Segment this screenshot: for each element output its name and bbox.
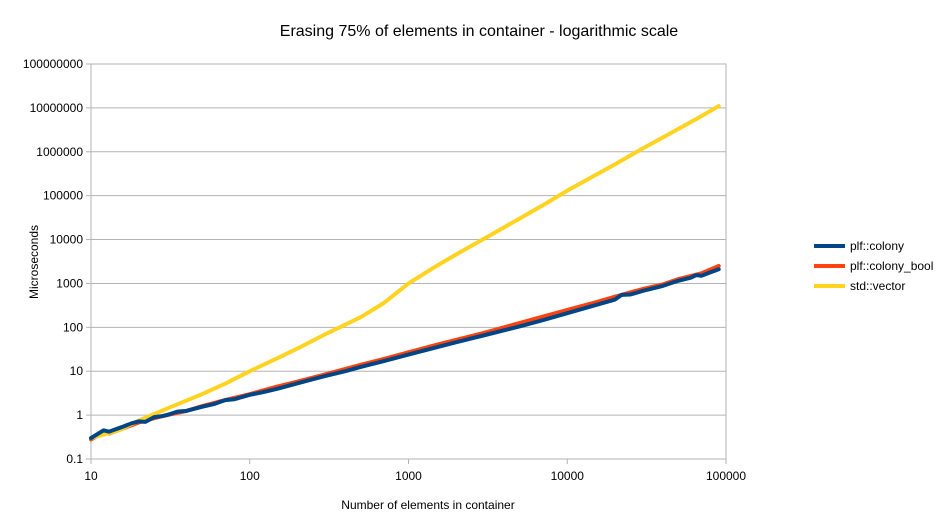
y-tick-label: 100 — [63, 320, 83, 334]
legend-label-plf-colony: plf::colony — [850, 239, 904, 253]
x-tick-label: 10 — [84, 469, 98, 483]
x-tick-label: 100 — [240, 469, 260, 483]
x-tick-label: 10000 — [551, 469, 585, 483]
y-tick-label: 10000 — [50, 233, 84, 247]
legend-label-plf-colony-bool: plf::colony_bool — [850, 259, 933, 273]
y-tick-label: 1 — [76, 408, 83, 422]
y-tick-label: 10 — [70, 364, 84, 378]
series-line-plf-colony-bool — [89, 263, 721, 442]
x-tick-layer: 10 100 1000 10000 100000 — [84, 459, 746, 483]
y-axis-title: Microseconds — [27, 225, 41, 299]
y-tick-label: 100000 — [43, 189, 83, 203]
y-tick-label: 0.1 — [66, 452, 83, 466]
series-layer — [89, 104, 721, 442]
chart-title: Erasing 75% of elements in container - l… — [280, 23, 679, 40]
series-line-plf-colony — [89, 267, 721, 441]
y-tick-label: 100000000 — [23, 57, 83, 71]
legend: plf::colony plf::colony_bool std::vector — [814, 239, 933, 293]
x-tick-label: 1000 — [395, 469, 422, 483]
y-tick-label: 10000000 — [30, 101, 84, 115]
y-tick-layer: 0.1 1 10 100 1000 10000 100000 1000000 10000000 1… — [23, 57, 91, 466]
y-tick-label: 1000 — [56, 276, 83, 290]
x-tick-label: 100000 — [706, 469, 746, 483]
legend-label-std-vector: std::vector — [850, 279, 905, 293]
y-tick-label: 1000000 — [36, 145, 83, 159]
x-axis-title: Number of elements in container — [341, 498, 514, 512]
series-line-std-vector — [89, 104, 721, 441]
